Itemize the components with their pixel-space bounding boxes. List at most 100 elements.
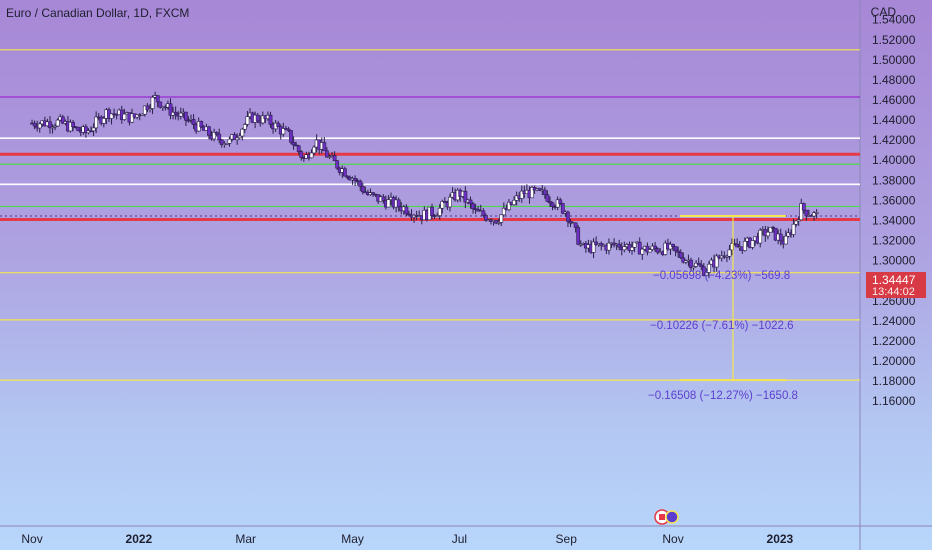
x-tick-label: 2023: [767, 532, 794, 546]
y-tick-label: 1.16000: [872, 394, 916, 408]
candle-body: [699, 264, 704, 268]
candle-body: [325, 150, 329, 158]
candle-body: [617, 243, 622, 248]
candle-body: [148, 108, 152, 111]
candle-body: [630, 246, 634, 251]
candle-body: [309, 152, 314, 159]
candle-body: [558, 199, 563, 204]
candle-body: [704, 272, 709, 276]
candle-body: [640, 248, 645, 255]
candle-body: [548, 201, 552, 204]
candle-body: [550, 202, 555, 207]
candle-body: [332, 155, 337, 162]
candle-body: [345, 175, 350, 178]
candle-body: [632, 241, 637, 248]
candle-body: [142, 105, 147, 115]
candle-body: [696, 262, 701, 266]
y-tick-label: 1.52000: [872, 33, 916, 47]
y-tick-label: 1.34000: [872, 213, 916, 227]
candle-body: [227, 138, 232, 144]
candle-body: [501, 207, 506, 216]
candle-body: [158, 101, 163, 108]
candle-body: [381, 196, 386, 201]
candle-body: [32, 122, 37, 127]
candle-body: [701, 266, 706, 276]
candle-body: [730, 243, 734, 251]
candle-body: [404, 206, 409, 215]
candle-body: [299, 151, 304, 158]
candle-body: [353, 178, 358, 181]
candle-body: [637, 241, 642, 255]
candle-body: [178, 112, 183, 117]
candle-body: [673, 246, 678, 252]
candle-body: [778, 233, 783, 242]
bar-countdown: 13:44:02: [872, 286, 915, 298]
measure-label-3: −0.16508 (−12.27%) −1650.8: [648, 390, 798, 403]
candle-body: [199, 121, 204, 128]
candle-body: [94, 116, 99, 129]
candle-body: [60, 116, 65, 124]
candle-body: [607, 242, 611, 251]
candle-body: [242, 124, 247, 130]
candle-body: [576, 227, 581, 245]
candle-body: [214, 132, 219, 135]
candle-body: [48, 121, 52, 129]
candle-body: [183, 111, 188, 121]
candle-body: [312, 146, 316, 154]
candle-body: [442, 201, 447, 203]
candle-body: [681, 257, 686, 263]
candle-body: [542, 189, 547, 196]
candle-body: [191, 119, 196, 125]
y-tick-label: 1.46000: [872, 93, 916, 107]
candle-body: [591, 241, 596, 253]
y-tick-label: 1.40000: [872, 153, 916, 167]
x-tick-label: 2022: [126, 532, 153, 546]
candle-body: [545, 194, 550, 202]
y-tick-label: 1.42000: [872, 133, 916, 147]
candle-body: [794, 220, 799, 225]
candle-body: [691, 266, 696, 269]
candle-body: [207, 126, 211, 136]
x-tick-label: Nov: [662, 532, 683, 546]
candle-body: [217, 133, 222, 141]
candle-body: [76, 126, 81, 132]
candle-body: [268, 114, 273, 125]
candle-body: [494, 220, 499, 224]
candle-body: [766, 231, 770, 237]
candle-body: [219, 139, 224, 145]
candle-body: [173, 111, 178, 115]
candle-body: [322, 142, 327, 152]
candle-body: [386, 199, 391, 208]
candle-body: [130, 113, 134, 123]
candle-body: [727, 249, 732, 257]
candle-body: [289, 130, 293, 143]
candle-body: [360, 186, 365, 193]
candle-body: [671, 243, 675, 247]
candle-body: [512, 199, 516, 206]
candle-body: [537, 188, 542, 191]
chart-title: Euro / Canadian Dollar, 1D, FXCM: [6, 6, 190, 20]
candle-body: [742, 241, 747, 251]
candle-body: [796, 219, 801, 222]
candle-body: [653, 245, 657, 249]
candle-body: [799, 203, 804, 221]
candle-body: [463, 190, 468, 203]
candle-body: [724, 255, 729, 258]
candle-body: [358, 180, 363, 187]
y-tick-label: 1.22000: [872, 334, 916, 348]
candle-body: [260, 115, 265, 124]
candle-body: [678, 252, 683, 259]
candle-body: [448, 196, 452, 208]
candle-body: [507, 201, 511, 211]
candle-body: [407, 213, 411, 216]
y-tick-label: 1.18000: [872, 374, 916, 388]
candle-body: [573, 222, 578, 228]
candle-body: [186, 119, 191, 122]
candle-body: [291, 141, 296, 146]
canada-event-icon[interactable]: [653, 509, 681, 525]
measure-label-1: −0.05698 (−4.23%) −569.8: [653, 270, 791, 283]
candle-body: [707, 263, 711, 273]
candle-body: [101, 118, 106, 124]
